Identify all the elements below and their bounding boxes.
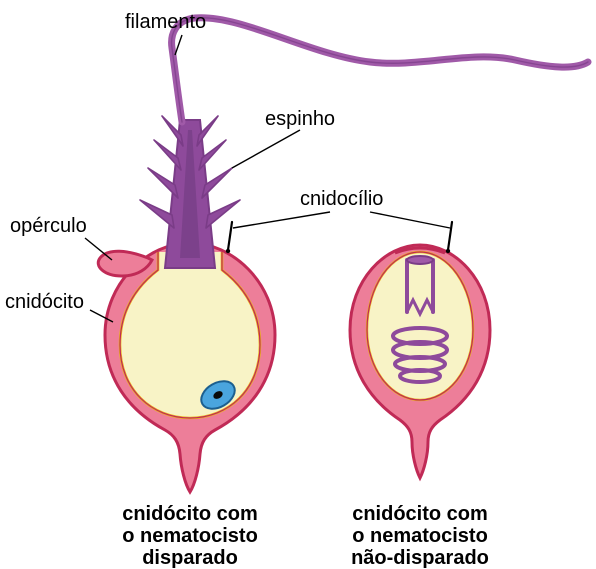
filament-thread (172, 18, 588, 122)
captions: cnidócito com o nematocisto disparado cn… (122, 503, 489, 569)
caption-left-line1: cnidócito com (122, 503, 258, 525)
label-espinho: espinho (265, 108, 335, 130)
caption-left-line2: o nematocisto (122, 525, 258, 547)
caption-right-line2: o nematocisto (352, 525, 488, 547)
cnidocil-left (228, 222, 232, 250)
caption-left-line3: disparado (142, 547, 238, 569)
cnidocyte-left (98, 18, 588, 492)
label-cnidocilio: cnidocílio (300, 188, 383, 210)
filament-shaft (140, 116, 240, 268)
caption-right-line1: cnidócito com (352, 503, 488, 525)
caption-right-line3: não-disparado (351, 547, 489, 569)
label-filamento: filamento (125, 11, 206, 33)
cnidocyte-right (350, 222, 490, 478)
cnidocil-right (448, 222, 452, 250)
label-operculo: opérculo (10, 215, 87, 237)
label-cnidocito: cnidócito (5, 291, 84, 313)
